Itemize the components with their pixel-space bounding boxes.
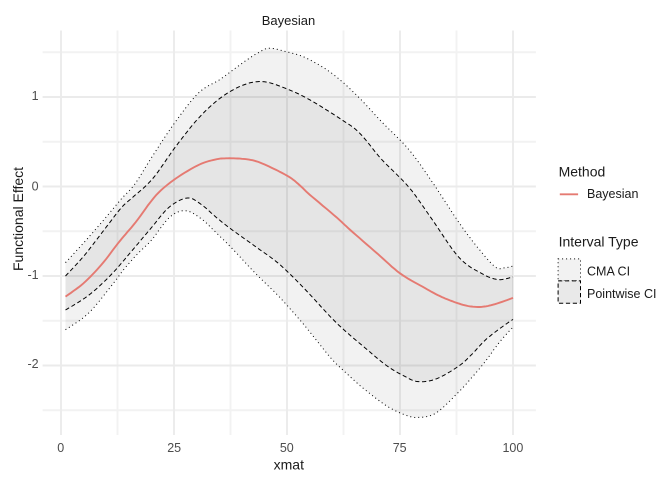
svg-text:Functional Effect: Functional Effect (10, 167, 26, 271)
svg-text:100: 100 (502, 441, 523, 455)
svg-text:75: 75 (393, 441, 407, 455)
svg-text:1: 1 (32, 89, 39, 103)
svg-text:Pointwise CI: Pointwise CI (587, 287, 656, 301)
svg-text:-2: -2 (27, 357, 38, 371)
svg-text:xmat: xmat (274, 457, 304, 473)
svg-text:CMA CI: CMA CI (587, 265, 630, 279)
svg-text:0: 0 (32, 179, 39, 193)
svg-text:-1: -1 (27, 268, 38, 282)
svg-text:50: 50 (280, 441, 294, 455)
svg-text:Bayesian: Bayesian (262, 13, 315, 28)
svg-text:Method: Method (559, 164, 606, 180)
svg-text:Bayesian: Bayesian (587, 187, 638, 201)
svg-text:25: 25 (167, 441, 181, 455)
svg-text:Interval Type: Interval Type (559, 234, 639, 250)
svg-text:0: 0 (57, 441, 64, 455)
